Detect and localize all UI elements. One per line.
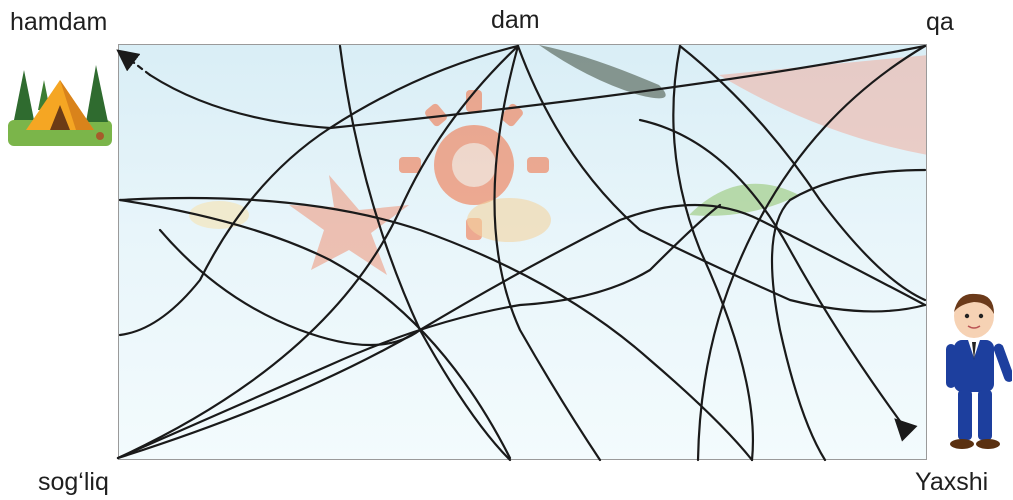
maze-line bbox=[338, 44, 512, 462]
leaf-shape bbox=[539, 45, 666, 99]
label-qa: qa bbox=[926, 8, 954, 36]
maze-line bbox=[678, 44, 927, 302]
maze-line bbox=[696, 44, 927, 462]
label-dam: dam bbox=[491, 6, 540, 34]
maze-line bbox=[116, 49, 152, 77]
label-yaxshi: Yaxshi bbox=[915, 468, 989, 496]
maze-line bbox=[672, 44, 755, 462]
starfish-motif bbox=[289, 175, 409, 275]
tent-icon bbox=[8, 65, 112, 146]
maze-line bbox=[158, 228, 422, 347]
maze-line bbox=[116, 203, 927, 460]
maze-line bbox=[770, 168, 927, 462]
maze-line bbox=[894, 418, 918, 442]
maze-line bbox=[118, 196, 754, 462]
maze-line bbox=[116, 203, 722, 460]
label-sogliq: sog‘liq bbox=[38, 468, 109, 496]
maze-line bbox=[116, 44, 520, 460]
maze-line bbox=[118, 44, 520, 337]
seashell-motif bbox=[467, 198, 551, 242]
boy-icon bbox=[946, 293, 1012, 449]
maze-line bbox=[118, 198, 512, 460]
label-hamdam: hamdam bbox=[10, 8, 108, 36]
maze-line bbox=[493, 44, 602, 462]
maze-line bbox=[516, 44, 927, 313]
maze-line bbox=[148, 44, 927, 130]
maze-line bbox=[638, 118, 910, 434]
